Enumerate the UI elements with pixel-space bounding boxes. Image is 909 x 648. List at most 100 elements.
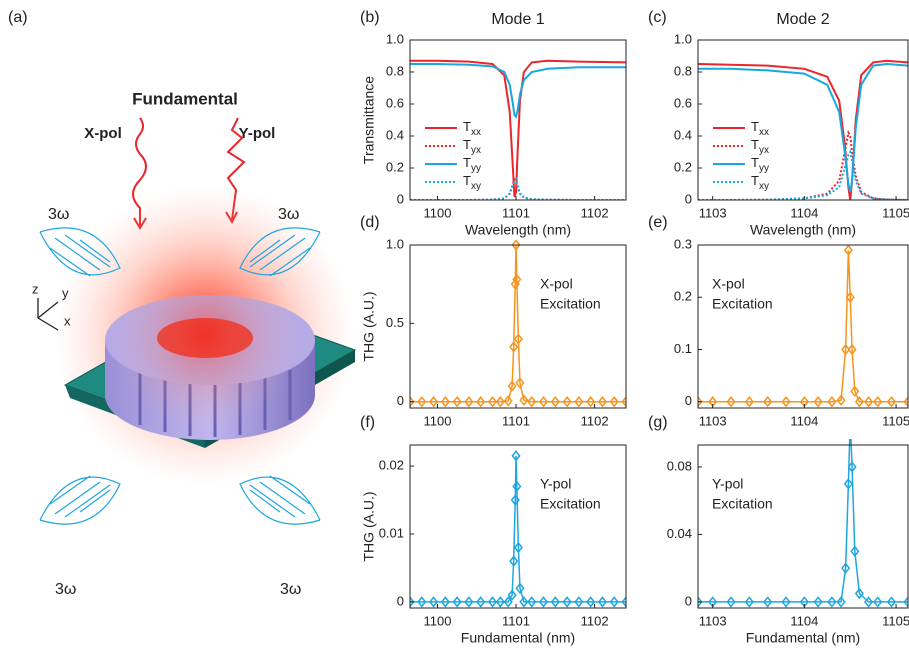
marker (726, 596, 736, 608)
y-pol-label: Y-pol (239, 125, 276, 142)
x-tick-label: 1104 (790, 613, 818, 628)
panel-label: (b) (360, 9, 380, 26)
marker (586, 396, 596, 408)
marker (854, 587, 864, 600)
plot-area (410, 59, 626, 200)
x-tick-label: 1105 (882, 413, 909, 428)
marker (503, 395, 513, 407)
marker (512, 273, 522, 286)
series-line (410, 177, 626, 200)
marker (781, 396, 791, 408)
x-tick-label: 1104 (790, 413, 818, 428)
marker (726, 396, 736, 408)
series-line (698, 59, 908, 200)
marker (744, 396, 754, 408)
marker (519, 394, 529, 406)
y-tick-label: 0.4 (674, 127, 692, 142)
marker (417, 596, 427, 608)
harmonic-label: 3ω (48, 206, 69, 223)
marker (452, 396, 462, 408)
series-line (698, 62, 908, 193)
marker (827, 396, 837, 408)
panel-label: (d) (360, 214, 380, 231)
marker (850, 385, 860, 397)
marker (843, 478, 853, 490)
y-axis-label: Transmittance (361, 76, 377, 164)
marker (864, 596, 874, 608)
y-axis-label: THG (A.U.) (361, 292, 377, 362)
y-tick-label: 0.8 (674, 63, 692, 78)
marker (574, 396, 584, 408)
y-tick-label: 0.1 (674, 341, 692, 356)
series-line (698, 129, 908, 200)
y-tick-label: 0.6 (674, 95, 692, 110)
marker (515, 377, 525, 389)
marker (621, 596, 626, 608)
y-tick-label: 0 (685, 393, 692, 408)
marker (562, 396, 572, 408)
y-tick-label: 0.01 (379, 525, 404, 540)
x-tick-label: 1100 (424, 413, 452, 428)
y-tick-label: 0 (685, 191, 692, 206)
series-line (410, 63, 626, 119)
plot-area (698, 59, 908, 200)
marker (597, 596, 607, 608)
marker (813, 596, 823, 608)
marker (429, 596, 439, 608)
marker (763, 396, 773, 408)
chart-title: Mode 2 (776, 11, 829, 28)
x-pol-label: X-pol (84, 125, 122, 142)
third-harmonic-lobes (39, 227, 321, 525)
marker (464, 596, 474, 608)
marker (527, 396, 537, 408)
y-tick-label: 0.6 (386, 95, 404, 110)
marker (452, 596, 462, 608)
series-line (410, 59, 626, 198)
x-tick-label: 1101 (502, 413, 530, 428)
axes-frame (697, 444, 909, 609)
y-tick-label: 0 (397, 191, 404, 206)
marker (509, 341, 519, 353)
legend-label: Txx (751, 119, 769, 137)
axis-triad (37, 298, 59, 331)
marker (538, 596, 549, 608)
marker (511, 450, 521, 462)
marker (511, 239, 521, 251)
marker (886, 396, 897, 408)
marker (417, 396, 427, 408)
x-pol-wave (132, 117, 147, 228)
series-line (698, 149, 908, 200)
annotation: Excitation (540, 496, 601, 512)
x-tick-label: 1102 (581, 613, 609, 628)
panel-label: (e) (648, 214, 668, 231)
marker (903, 596, 908, 608)
marker (487, 596, 498, 608)
marker (512, 480, 522, 493)
illustration: (a) Fundamental X-pol Y-pol 3ω 3ω 3ω 3ω (8, 9, 357, 598)
marker (503, 596, 513, 608)
x-tick-label: 1101 (502, 205, 530, 220)
marker (507, 380, 517, 392)
axes-frame (697, 39, 909, 201)
marker (744, 596, 754, 608)
y-tick-label: 0.2 (386, 159, 404, 174)
plot-area (410, 239, 626, 408)
x-tick-label: 1100 (424, 205, 452, 220)
x-axis-label: Wavelength (nm) (750, 222, 856, 238)
marker (873, 396, 883, 408)
axes-frame (409, 244, 627, 409)
x-tick-label: 1102 (581, 413, 609, 428)
marker (550, 396, 560, 408)
x-tick-label: 1103 (699, 205, 727, 220)
marker (845, 291, 855, 303)
y-tick-label: 0 (685, 593, 692, 608)
marker (513, 541, 523, 554)
glow (110, 240, 300, 430)
axes-frame (697, 244, 909, 409)
legend-label: Tyx (751, 137, 769, 155)
legend-label: Tyy (751, 155, 769, 173)
plot-area (698, 439, 908, 608)
marker (698, 396, 703, 408)
marker (847, 343, 857, 356)
marker (698, 596, 703, 608)
